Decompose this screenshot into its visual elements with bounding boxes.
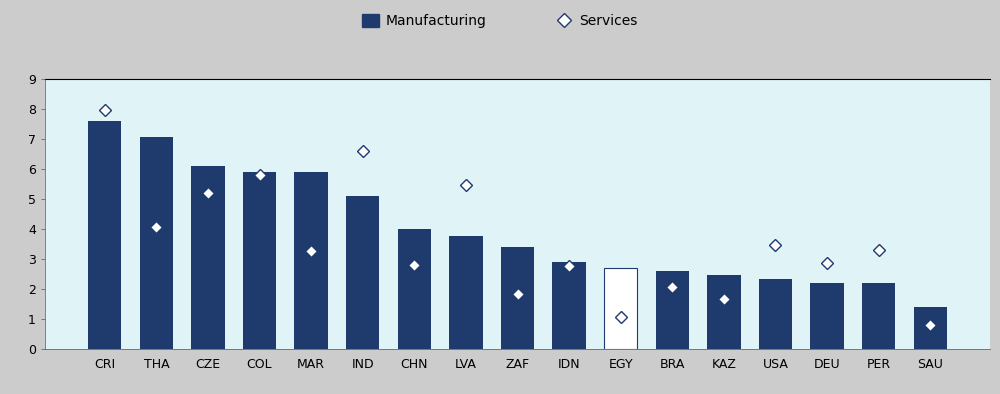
Bar xyxy=(294,172,328,349)
Bar xyxy=(501,247,534,349)
Bar xyxy=(810,283,844,349)
Bar xyxy=(191,166,225,349)
Legend: Manufacturing, Services: Manufacturing, Services xyxy=(356,9,644,34)
Bar xyxy=(88,121,121,349)
Bar xyxy=(398,229,431,349)
Bar xyxy=(656,271,689,349)
Bar xyxy=(862,283,895,349)
Bar xyxy=(552,262,586,349)
Bar xyxy=(346,196,379,349)
Bar xyxy=(243,172,276,349)
Bar xyxy=(914,307,947,349)
Bar xyxy=(759,279,792,349)
Bar xyxy=(707,275,741,349)
Bar xyxy=(449,236,483,349)
Bar xyxy=(140,137,173,349)
Bar xyxy=(604,268,637,349)
